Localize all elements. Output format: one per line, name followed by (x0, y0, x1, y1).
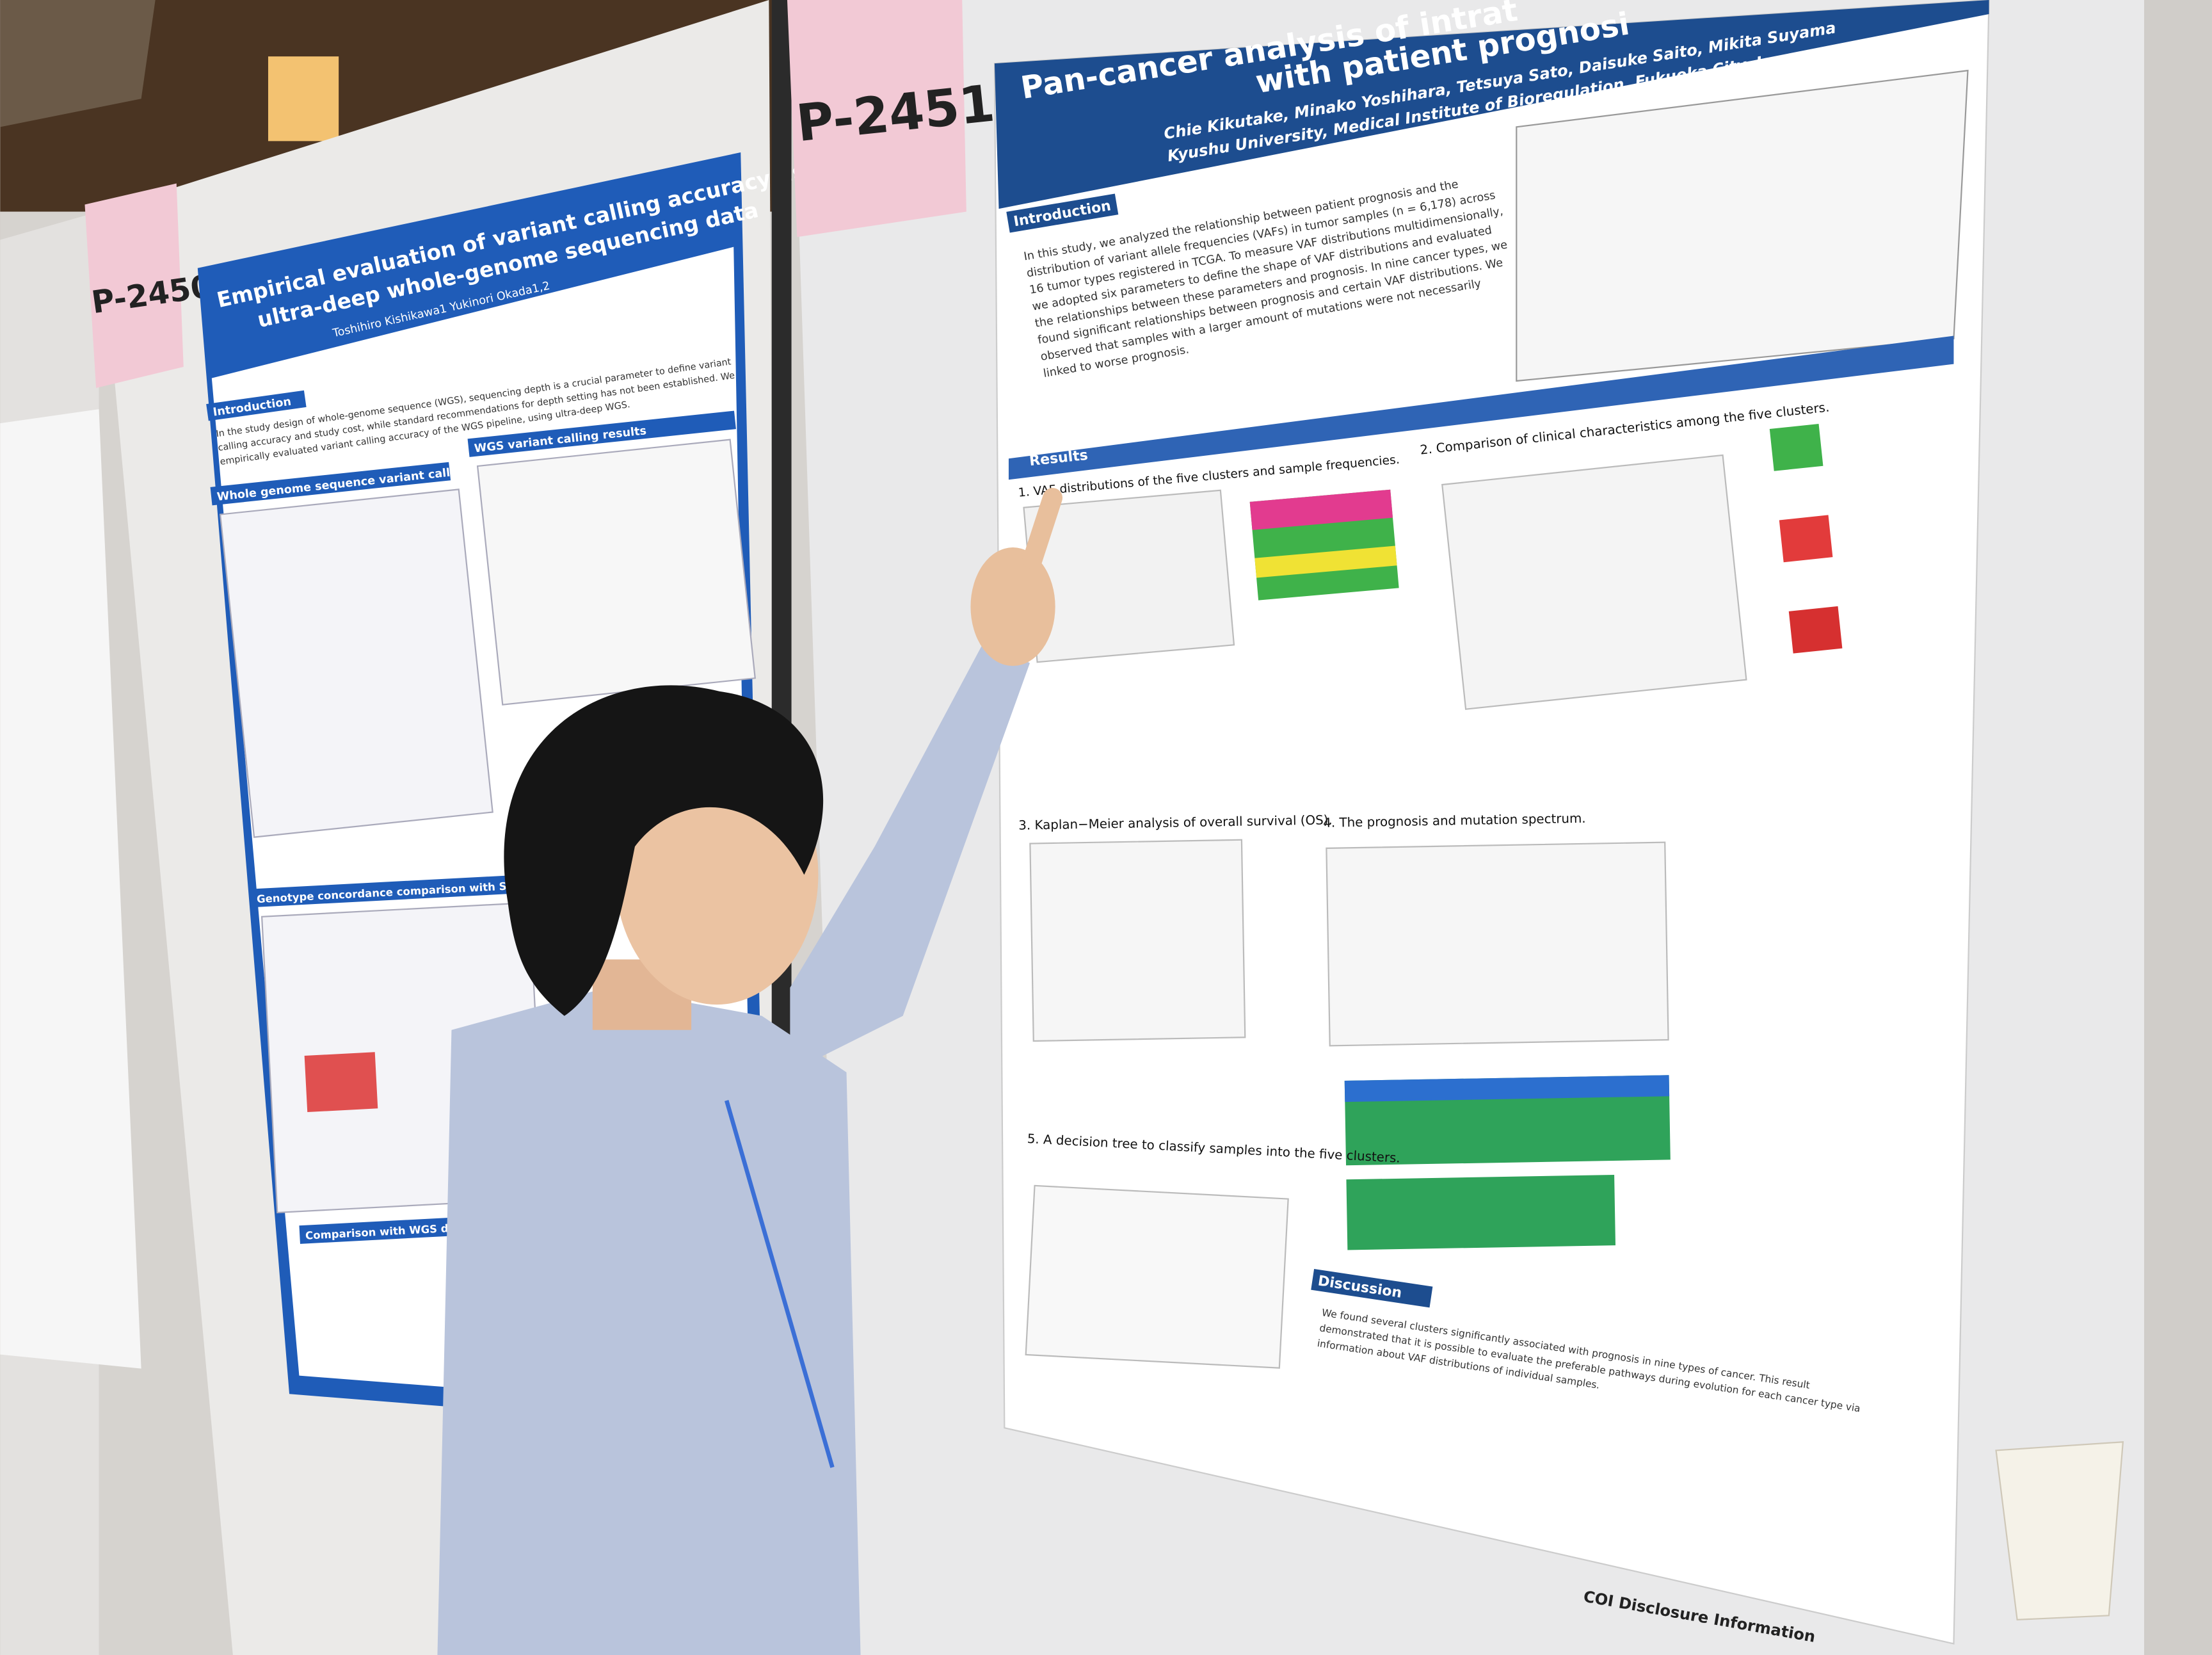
bar-figure (1346, 1174, 1616, 1250)
hair (504, 685, 824, 1016)
lamp (268, 56, 339, 141)
figure (1326, 841, 1669, 1047)
section-bar (206, 390, 307, 421)
wall-edge (2144, 0, 2212, 1655)
section-bar (210, 462, 451, 506)
shirt (437, 987, 861, 1655)
bar-figure (1779, 515, 1833, 563)
lamp-shade (0, 0, 156, 127)
results-band (1008, 335, 1954, 480)
far-poster (0, 409, 141, 1369)
figure (1029, 839, 1246, 1042)
figure (219, 488, 493, 838)
bar-figure-segment (1344, 1075, 1670, 1102)
figure (1441, 454, 1747, 710)
lanyard (725, 1100, 835, 1468)
sleeve (790, 634, 1030, 1072)
bar-figure-segment (1254, 545, 1397, 578)
title-banner (994, 0, 1989, 209)
heatmap (304, 1052, 378, 1113)
section-bar (1311, 1268, 1433, 1308)
number-tag (787, 0, 966, 238)
section-bar (467, 410, 736, 457)
paper-cup (1995, 1441, 2124, 1621)
bar-figure-segment (1249, 489, 1393, 530)
bar-figure (1788, 606, 1843, 654)
number-tag (84, 183, 184, 389)
bar-figure (1769, 423, 1823, 471)
finger (1022, 488, 1063, 570)
figure (1025, 1184, 1289, 1369)
results-middle: 3. Kaplan−Meier analysis of overall surv… (1018, 811, 1671, 1250)
figure (476, 439, 756, 706)
section-bar (1006, 193, 1119, 233)
section-bar (250, 874, 534, 908)
hand (970, 547, 1055, 666)
